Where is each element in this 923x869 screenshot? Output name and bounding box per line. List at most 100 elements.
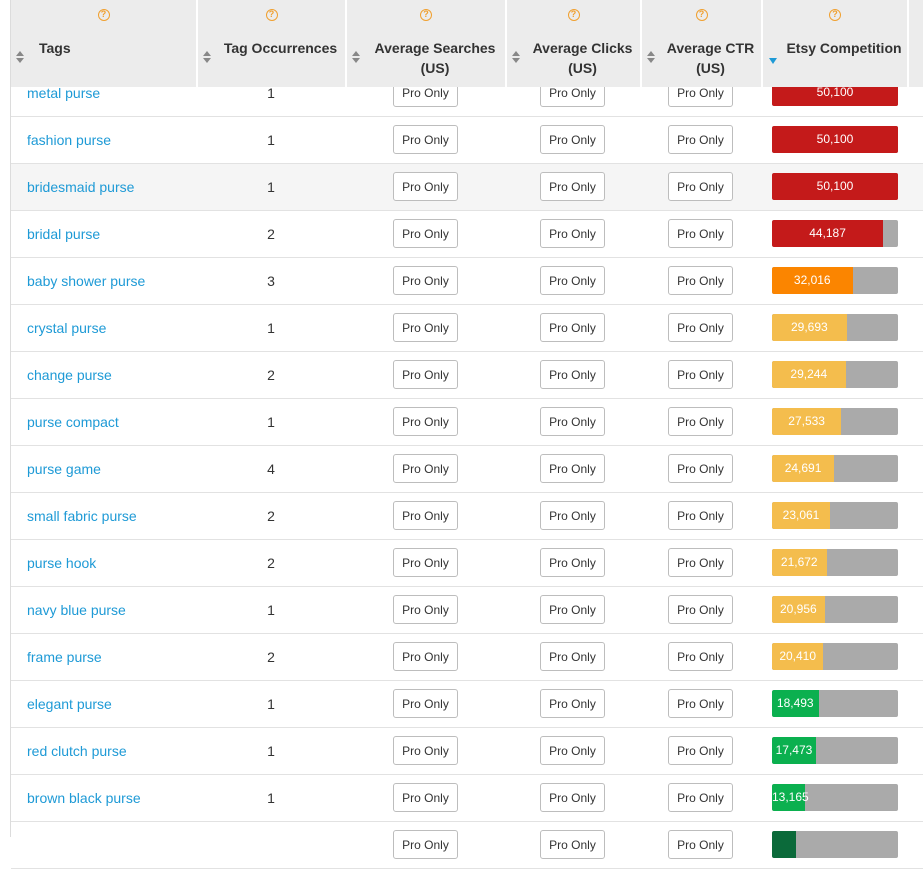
- tag-link[interactable]: purse compact: [27, 414, 119, 430]
- ctr-pro-only-button[interactable]: Pro Only: [668, 501, 733, 530]
- ctr-pro-only-button[interactable]: Pro Only: [668, 736, 733, 765]
- clicks-pro-only-button[interactable]: Pro Only: [540, 313, 605, 342]
- col-header-tags[interactable]: ? Tags: [11, 0, 196, 87]
- tag-link[interactable]: brown black purse: [27, 790, 141, 806]
- help-icon[interactable]: ?: [420, 9, 432, 21]
- tag-link[interactable]: elegant purse: [27, 696, 112, 712]
- searches-pro-only-button[interactable]: Pro Only: [393, 360, 458, 389]
- tag-link[interactable]: purse hook: [27, 555, 97, 571]
- competition-value: 13,165: [772, 790, 809, 804]
- tag-link[interactable]: bridal purse: [27, 226, 101, 242]
- help-icon[interactable]: ?: [567, 9, 580, 21]
- competition-bar-fill: [772, 549, 827, 576]
- help-icon[interactable]: ?: [97, 9, 110, 21]
- competition-bar-fill: [772, 220, 884, 247]
- ctr-pro-only-button[interactable]: Pro Only: [668, 125, 733, 154]
- searches-pro-only-button[interactable]: Pro Only: [393, 783, 458, 812]
- col-header-avg-ctr[interactable]: ? Average CTR (US): [642, 0, 761, 87]
- col-header-avg-searches[interactable]: ? Average Searches (US): [347, 0, 505, 87]
- ctr-pro-only-button[interactable]: Pro Only: [668, 783, 733, 812]
- searches-pro-only-button[interactable]: Pro Only: [393, 219, 458, 248]
- help-icon[interactable]: ?: [829, 9, 841, 21]
- ctr-pro-only-button[interactable]: Pro Only: [668, 313, 733, 342]
- competition-value: 50,100: [816, 85, 854, 99]
- clicks-pro-only-button[interactable]: Pro Only: [540, 548, 605, 577]
- ctr-pro-only-button[interactable]: Pro Only: [668, 407, 733, 436]
- tag-occurrences-value: 2: [267, 226, 275, 242]
- searches-pro-only-button[interactable]: Pro Only: [393, 266, 458, 295]
- clicks-pro-only-button[interactable]: Pro Only: [540, 407, 605, 436]
- clicks-pro-only-button[interactable]: Pro Only: [540, 830, 605, 859]
- ctr-pro-only-button[interactable]: Pro Only: [668, 548, 733, 577]
- clicks-pro-only-button[interactable]: Pro Only: [540, 689, 605, 718]
- clicks-pro-only-button[interactable]: Pro Only: [540, 736, 605, 765]
- tag-link[interactable]: metal purse: [27, 85, 101, 101]
- searches-pro-only-button[interactable]: Pro Only: [393, 642, 458, 671]
- table-row: baby shower purse 3 Pro Only Pro Only Pro On…: [11, 258, 923, 305]
- competition-bar-fill: [772, 690, 819, 717]
- tag-link[interactable]: change purse: [27, 367, 112, 383]
- competition-bar: 32,016: [772, 267, 898, 294]
- competition-bar-fill: [772, 267, 853, 294]
- tag-link[interactable]: navy blue purse: [27, 602, 126, 618]
- clicks-pro-only-button[interactable]: Pro Only: [540, 266, 605, 295]
- clicks-pro-only-button[interactable]: Pro Only: [540, 172, 605, 201]
- searches-pro-only-button[interactable]: Pro Only: [393, 313, 458, 342]
- table-body: metal purse 1 Pro Only Pro Only Pro Only 50,1…: [11, 70, 923, 869]
- tag-link[interactable]: baby shower purse: [27, 273, 146, 289]
- tag-link[interactable]: bridesmaid purse: [27, 179, 135, 195]
- tag-link[interactable]: crystal purse: [27, 320, 107, 336]
- competition-value: 20,410: [779, 649, 817, 663]
- sort-icon[interactable]: [16, 51, 25, 65]
- help-icon[interactable]: ?: [265, 9, 278, 21]
- searches-pro-only-button[interactable]: Pro Only: [393, 172, 458, 201]
- clicks-pro-only-button[interactable]: Pro Only: [540, 360, 605, 389]
- searches-pro-only-button[interactable]: Pro Only: [393, 736, 458, 765]
- clicks-pro-only-button[interactable]: Pro Only: [540, 454, 605, 483]
- searches-pro-only-button[interactable]: Pro Only: [393, 548, 458, 577]
- tag-link[interactable]: fashion purse: [27, 132, 112, 148]
- competition-value: 18,493: [776, 696, 814, 710]
- tag-link[interactable]: small fabric purse: [27, 508, 137, 524]
- competition-value: 50,100: [816, 132, 854, 146]
- tag-link[interactable]: frame purse: [27, 649, 102, 665]
- sort-desc-icon[interactable]: [769, 58, 777, 64]
- tag-link[interactable]: red clutch purse: [27, 743, 127, 759]
- searches-pro-only-button[interactable]: Pro Only: [393, 830, 458, 859]
- clicks-pro-only-button[interactable]: Pro Only: [540, 595, 605, 624]
- clicks-pro-only-button[interactable]: Pro Only: [540, 501, 605, 530]
- help-icon[interactable]: ?: [695, 9, 708, 21]
- col-header-avg-clicks[interactable]: ? Average Clicks (US): [507, 0, 640, 87]
- searches-pro-only-button[interactable]: Pro Only: [393, 595, 458, 624]
- searches-pro-only-button[interactable]: Pro Only: [393, 407, 458, 436]
- table-row: bridesmaid purse 1 Pro Only Pro Only Pro Onl…: [11, 164, 923, 211]
- competition-bar-fill: [772, 408, 842, 435]
- table-row: change purse 2 Pro Only Pro Only Pro Only 29,…: [11, 352, 923, 399]
- clicks-pro-only-button[interactable]: Pro Only: [540, 783, 605, 812]
- ctr-pro-only-button[interactable]: Pro Only: [668, 454, 733, 483]
- ctr-pro-only-button[interactable]: Pro Only: [668, 172, 733, 201]
- ctr-pro-only-button[interactable]: Pro Only: [668, 689, 733, 718]
- clicks-pro-only-button[interactable]: Pro Only: [540, 125, 605, 154]
- table-header: ? Tags ? Tag Occurrences ? Average Searc…: [0, 0, 923, 87]
- searches-pro-only-button[interactable]: Pro Only: [393, 125, 458, 154]
- col-label-avg-clicks: Average Clicks (US): [532, 40, 633, 76]
- sort-icon[interactable]: [352, 51, 361, 65]
- searches-pro-only-button[interactable]: Pro Only: [393, 454, 458, 483]
- clicks-pro-only-button[interactable]: Pro Only: [540, 642, 605, 671]
- ctr-pro-only-button[interactable]: Pro Only: [668, 830, 733, 859]
- sort-icon[interactable]: [512, 51, 521, 65]
- col-header-tag-occurrences[interactable]: ? Tag Occurrences: [198, 0, 345, 87]
- ctr-pro-only-button[interactable]: Pro Only: [668, 266, 733, 295]
- searches-pro-only-button[interactable]: Pro Only: [393, 501, 458, 530]
- ctr-pro-only-button[interactable]: Pro Only: [668, 360, 733, 389]
- tag-link[interactable]: purse game: [27, 461, 101, 477]
- ctr-pro-only-button[interactable]: Pro Only: [668, 595, 733, 624]
- clicks-pro-only-button[interactable]: Pro Only: [540, 219, 605, 248]
- ctr-pro-only-button[interactable]: Pro Only: [668, 642, 733, 671]
- sort-icon[interactable]: [203, 51, 212, 65]
- ctr-pro-only-button[interactable]: Pro Only: [668, 219, 733, 248]
- col-header-etsy-competition[interactable]: ? Etsy Competition: [763, 0, 907, 87]
- searches-pro-only-button[interactable]: Pro Only: [393, 689, 458, 718]
- sort-icon[interactable]: [647, 51, 656, 65]
